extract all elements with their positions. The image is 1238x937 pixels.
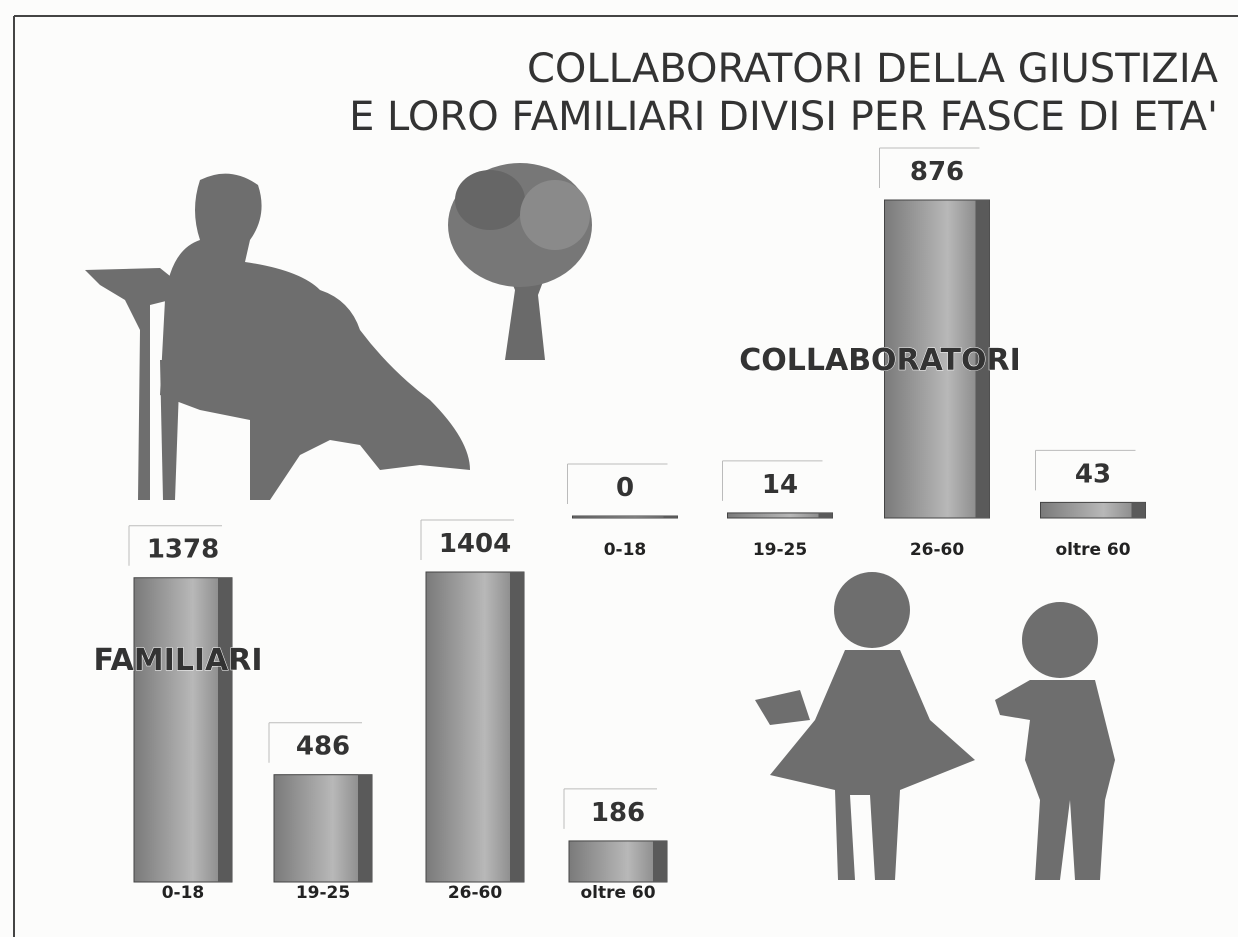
value-label: 43 [1075,459,1111,489]
value-label: 876 [910,157,964,187]
value-label: 1378 [147,535,219,565]
category-label: 19-25 [753,540,807,560]
value-label: 486 [296,732,350,762]
category-label: oltre 60 [1055,540,1130,560]
title-line: COLLABORATORI DELLA GIUSTIZIA [527,46,1219,92]
bar-side [358,775,372,882]
bar-side [1132,502,1146,518]
category-label: 0-18 [162,883,205,903]
bar-side [664,516,678,518]
category-label: 19-25 [296,883,350,903]
value-label: 14 [762,470,798,500]
bar [426,572,524,882]
bar-side [218,578,232,882]
bar-side [653,841,667,882]
bar [274,775,372,882]
chart-label: FAMILIARI [93,643,262,678]
bar [134,578,232,882]
chart-label: COLLABORATORI [739,343,1021,378]
bar [569,841,667,882]
category-label: 26-60 [910,540,965,560]
value-label: 0 [616,473,634,503]
page: COLLABORATORI DELLA GIUSTIZIA E LORO FAM… [0,0,1238,937]
value-label: 186 [591,798,645,828]
bar [728,513,833,518]
category-label: 26-60 [448,883,503,903]
bar-side [819,513,833,518]
value-label: 1404 [439,529,511,559]
bar [1041,502,1146,518]
category-label: 0-18 [604,540,647,560]
bar-side [510,572,524,882]
bar [573,516,678,518]
title-line: E LORO FAMILIARI DIVISI PER FASCE DI ETA… [349,94,1218,140]
category-label: oltre 60 [580,883,655,903]
